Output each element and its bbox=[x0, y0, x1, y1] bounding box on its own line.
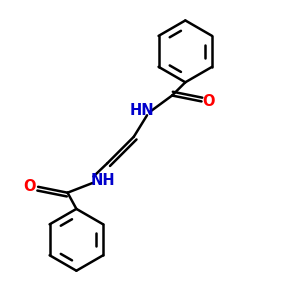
Text: NH: NH bbox=[91, 173, 115, 188]
Text: HN: HN bbox=[129, 103, 154, 118]
Text: O: O bbox=[202, 94, 215, 109]
Text: O: O bbox=[24, 179, 36, 194]
